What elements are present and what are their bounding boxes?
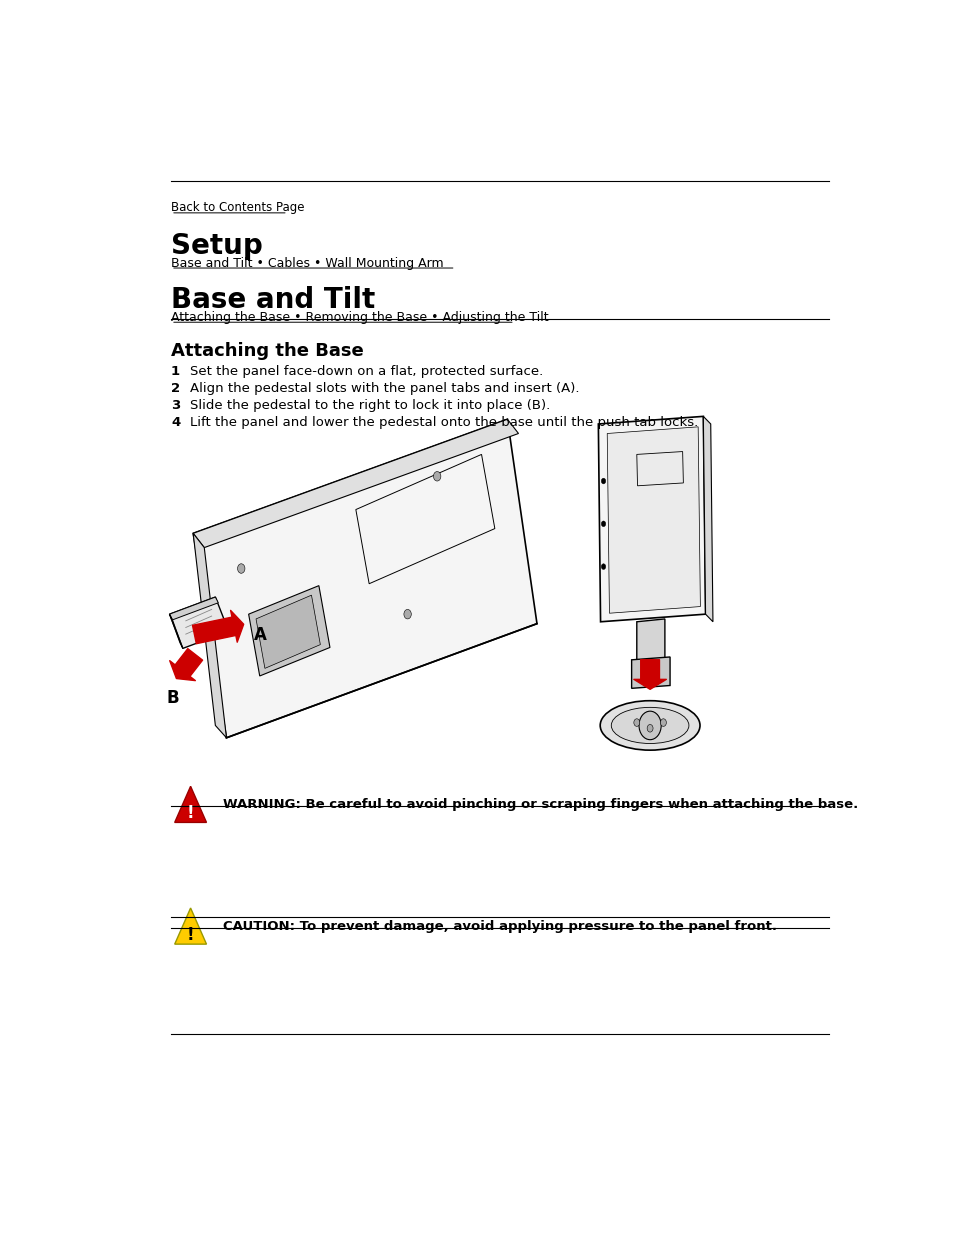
Text: CAUTION: To prevent damage, avoid applying pressure to the panel front.: CAUTION: To prevent damage, avoid applyi… [222, 920, 776, 932]
Text: A: A [253, 626, 267, 645]
Text: !: ! [187, 804, 194, 823]
Polygon shape [174, 787, 206, 823]
Polygon shape [174, 908, 206, 944]
Polygon shape [170, 597, 229, 648]
Circle shape [433, 472, 440, 480]
Text: Back to Contents Page: Back to Contents Page [171, 200, 304, 214]
Text: Slide the pedestal to the right to lock it into place (B).: Slide the pedestal to the right to lock … [190, 399, 550, 412]
Text: Base and Tilt • Cables • Wall Mounting Arm: Base and Tilt • Cables • Wall Mounting A… [171, 257, 443, 269]
Circle shape [633, 719, 639, 726]
Text: Attaching the Base • Removing the Base • Adjusting the Tilt: Attaching the Base • Removing the Base •… [171, 311, 548, 324]
Polygon shape [193, 534, 226, 737]
Text: 4: 4 [171, 416, 180, 430]
Polygon shape [170, 597, 218, 620]
Text: Lift the panel and lower the pedestal onto the base until the push tab locks.: Lift the panel and lower the pedestal on… [190, 416, 698, 430]
Text: Base and Tilt: Base and Tilt [171, 287, 375, 314]
Circle shape [639, 711, 660, 740]
Polygon shape [637, 619, 664, 663]
Polygon shape [606, 427, 700, 614]
Text: Align the pedestal slots with the panel tabs and insert (A).: Align the pedestal slots with the panel … [190, 382, 579, 395]
Text: Attaching the Base: Attaching the Base [171, 342, 363, 361]
Polygon shape [702, 416, 712, 621]
Circle shape [403, 609, 411, 619]
Text: 3: 3 [171, 399, 180, 412]
Text: 2: 2 [171, 382, 180, 395]
Polygon shape [598, 416, 705, 621]
Circle shape [600, 563, 605, 569]
Text: Setup: Setup [171, 232, 262, 259]
Polygon shape [631, 657, 669, 688]
Ellipse shape [599, 700, 700, 750]
Text: !: ! [187, 926, 194, 944]
Polygon shape [193, 419, 537, 737]
Text: Set the panel face-down on a flat, protected surface.: Set the panel face-down on a flat, prote… [190, 366, 543, 378]
Polygon shape [255, 595, 320, 668]
Polygon shape [249, 585, 330, 676]
Text: B: B [167, 689, 179, 706]
Circle shape [659, 719, 665, 726]
Circle shape [646, 725, 653, 732]
Circle shape [600, 478, 605, 484]
Text: 1: 1 [171, 366, 180, 378]
Circle shape [600, 521, 605, 526]
Polygon shape [170, 614, 183, 648]
Circle shape [237, 563, 245, 573]
Ellipse shape [611, 708, 688, 743]
Polygon shape [193, 419, 518, 547]
Text: WARNING: Be careful to avoid pinching or scraping fingers when attaching the bas: WARNING: Be careful to avoid pinching or… [222, 798, 857, 811]
